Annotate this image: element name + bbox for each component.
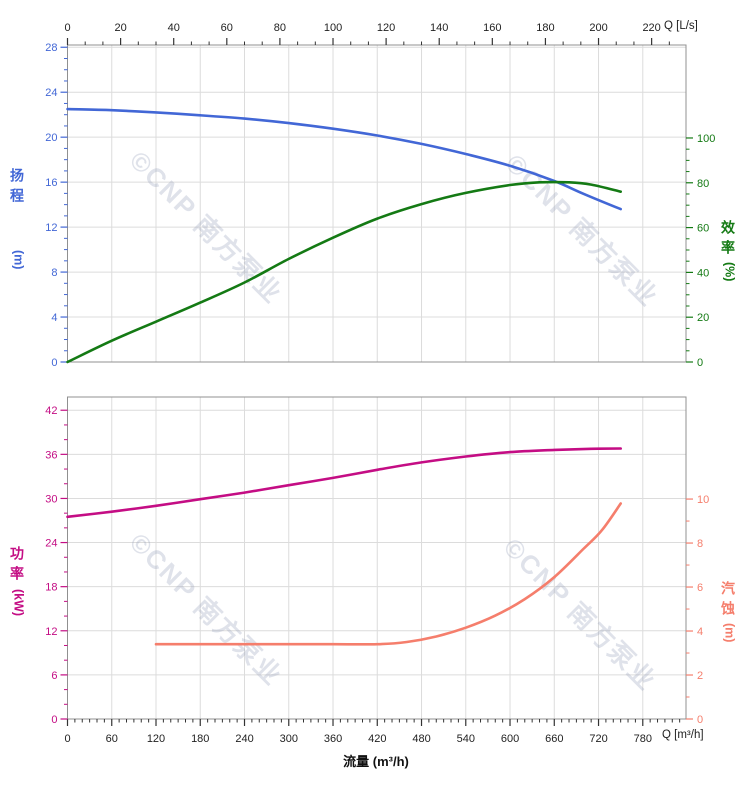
tick-label: 42	[45, 405, 57, 417]
tick-label: 4	[51, 312, 57, 324]
npsh-curve	[154, 502, 622, 646]
npsh-axis-unit: (m)	[722, 623, 737, 643]
power-axis-unit: (kW)	[11, 589, 26, 617]
tick-label: 40	[697, 267, 709, 279]
tick-label: 0	[51, 357, 57, 369]
tick-label: 40	[168, 22, 180, 34]
tick-label: 660	[545, 733, 563, 745]
tick-label: 2	[697, 670, 703, 682]
tick-label: 120	[377, 22, 395, 34]
efficiency-axis-title: 效率	[720, 220, 736, 260]
tick-label: 200	[589, 22, 607, 34]
head-axis-title: 扬程	[9, 168, 25, 208]
tick-label: 100	[324, 22, 342, 34]
tick-label: 20	[45, 132, 57, 144]
tick-label: 600	[501, 733, 519, 745]
tick-label: 12	[45, 222, 57, 234]
tick-label: 18	[45, 582, 57, 594]
tick-label: 20	[114, 22, 126, 34]
bottom-axis-unit-label: Q [m³/h]	[662, 729, 704, 741]
tick-label: 30	[45, 493, 57, 505]
tick-label: 6	[51, 670, 57, 682]
tick-label: 12	[45, 626, 57, 638]
tick-label: 780	[634, 733, 652, 745]
npsh-axis-title: 汽蚀	[720, 581, 736, 621]
head-curve	[66, 107, 622, 211]
tick-label: 180	[191, 733, 209, 745]
tick-label: 0	[697, 357, 703, 369]
tick-label: 0	[51, 714, 57, 726]
top-axis-unit-label: Q [L/s]	[664, 20, 698, 32]
tick-label: 420	[368, 733, 386, 745]
tick-label: 80	[274, 22, 286, 34]
tick-label: 160	[483, 22, 501, 34]
watermark: ©CNP 南方泵业	[500, 148, 665, 313]
tick-label: 60	[106, 733, 118, 745]
efficiency-curve	[66, 180, 622, 364]
tick-label: 540	[457, 733, 475, 745]
tick-label: 220	[642, 22, 660, 34]
tick-label: 100	[697, 133, 715, 145]
tick-label: 8	[51, 267, 57, 279]
tick-label: 4	[697, 626, 703, 638]
tick-label: 24	[45, 538, 57, 550]
tick-label: 80	[697, 178, 709, 190]
flow-axis-title: 流量 (m³/h)	[343, 754, 409, 769]
tick-label: 36	[45, 449, 57, 461]
plot-frame	[67, 44, 687, 363]
tick-label: 0	[64, 22, 70, 34]
tick-label: 8	[697, 538, 703, 550]
tick-label: 360	[324, 733, 342, 745]
power-curve	[66, 447, 622, 519]
watermark: ©CNP 南方泵业	[124, 527, 289, 692]
tick-label: 28	[45, 42, 57, 54]
watermark: ©CNP 南方泵业	[498, 532, 663, 697]
tick-label: 16	[45, 177, 57, 189]
tick-label: 10	[697, 494, 709, 506]
tick-label: 180	[536, 22, 554, 34]
head-axis-unit: (m)	[11, 250, 26, 270]
tick-label: 720	[589, 733, 607, 745]
efficiency-axis-unit: (%)	[722, 262, 737, 282]
power-axis-title: 功率	[9, 546, 25, 586]
tick-label: 300	[280, 733, 298, 745]
tick-label: 0	[697, 714, 703, 726]
tick-label: 60	[697, 223, 709, 235]
tick-label: 24	[45, 87, 57, 99]
tick-label: 60	[221, 22, 233, 34]
tick-label: 240	[235, 733, 253, 745]
tick-label: 20	[697, 312, 709, 324]
tick-label: 0	[64, 733, 70, 745]
tick-label: 120	[147, 733, 165, 745]
tick-label: 6	[697, 582, 703, 594]
tick-label: 480	[412, 733, 430, 745]
tick-label: 140	[430, 22, 448, 34]
